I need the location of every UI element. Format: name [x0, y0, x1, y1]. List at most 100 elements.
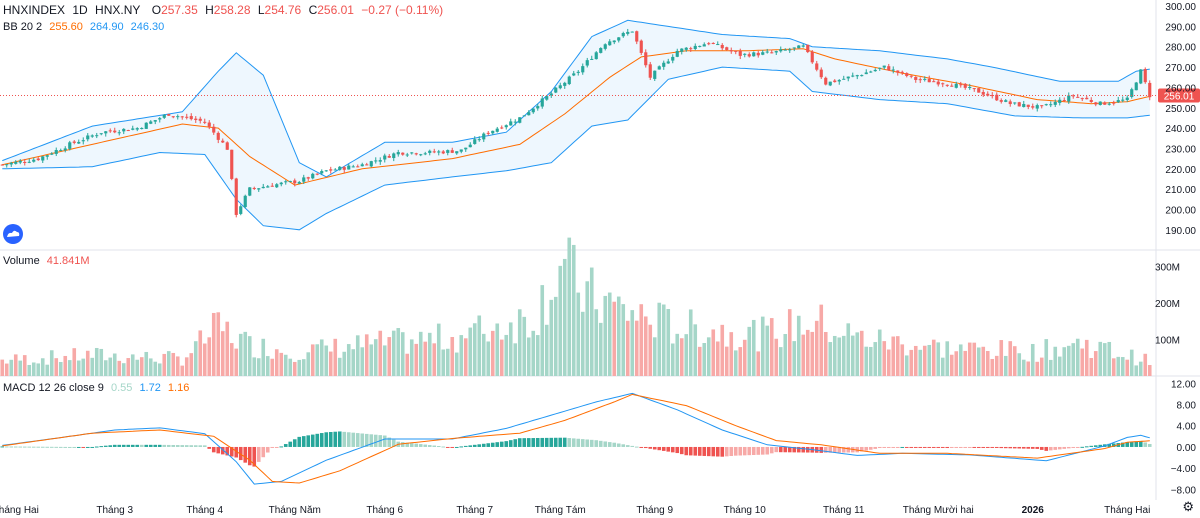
candle-body: [59, 150, 63, 152]
volume-bar: [198, 330, 203, 376]
macd-hist-bar: [243, 446, 248, 463]
candle-body: [648, 64, 652, 78]
candle-body: [563, 82, 567, 86]
macd-hist-bar: [558, 437, 563, 447]
volume-bar: [477, 315, 482, 376]
candle-body: [86, 135, 90, 140]
macd-hist-bar: [661, 446, 666, 451]
candle-body: [887, 66, 891, 71]
candle-body: [860, 75, 864, 77]
volume-bar: [252, 357, 257, 376]
candle-body: [792, 47, 796, 49]
volume-bar: [954, 351, 959, 376]
macd-hist-bar: [288, 441, 293, 447]
volume-bar: [828, 342, 833, 376]
macd-tick-label: 0.00: [1177, 443, 1197, 454]
candle-body: [927, 78, 931, 83]
macd-hist-bar: [544, 437, 549, 447]
macd-hist-bar: [306, 435, 311, 447]
macd-hist-bar: [999, 446, 1004, 449]
candle-body: [455, 151, 459, 154]
candle-body: [410, 152, 414, 154]
candle-body: [279, 182, 283, 185]
macd-hist-bar: [508, 440, 513, 447]
symbol-name[interactable]: HNXINDEX: [3, 3, 66, 17]
macd-hist-bar: [675, 446, 680, 454]
candle-body: [612, 40, 616, 43]
price-tick-label: 200.00: [1165, 205, 1196, 216]
candle-body: [972, 88, 976, 90]
volume-bar: [40, 358, 45, 376]
macd-tick-label: −8.00: [1171, 485, 1197, 496]
macd-legend[interactable]: MACD 12 26 close 9 0.55 1.72 1.16: [3, 382, 193, 394]
candle-body: [468, 144, 472, 148]
candle-body: [243, 195, 247, 208]
volume-bar: [1102, 343, 1107, 376]
macd-hist-bar: [144, 444, 149, 447]
volume-bar: [693, 324, 698, 376]
price-tick-label: 220.00: [1165, 165, 1196, 176]
candle-body: [842, 78, 846, 80]
macd-hist-bar: [985, 446, 990, 448]
candle-body: [221, 140, 225, 143]
time-tick-label: Tháng Hai: [1104, 505, 1150, 516]
macd-hist-bar: [225, 446, 230, 456]
candle-body: [131, 128, 135, 130]
volume-bar: [1138, 361, 1143, 376]
macd-hist-bar: [513, 439, 518, 447]
candle-body: [1107, 103, 1111, 105]
volume-bar: [940, 357, 945, 376]
macd-hist-bar: [783, 446, 788, 453]
volume-bar: [436, 323, 441, 376]
volume-bar: [981, 346, 986, 376]
volume-bar: [279, 352, 284, 376]
macd-hist-bar: [1075, 446, 1080, 448]
volume-bar: [85, 350, 90, 376]
volume-legend[interactable]: Volume 41.841M: [3, 255, 94, 267]
candle-body: [689, 48, 693, 50]
volume-bar: [832, 335, 837, 376]
candle-body: [585, 60, 589, 66]
time-tick-label: Tháng 6: [366, 505, 403, 516]
volume-bar: [1075, 338, 1080, 376]
candle-body: [657, 66, 661, 70]
candle-body: [545, 96, 549, 100]
volume-bar: [769, 318, 774, 376]
macd-hist-bar: [27, 446, 32, 448]
bb-legend[interactable]: BB 20 2 255.60 264.90 246.30: [3, 21, 168, 33]
macd-hist-bar: [715, 446, 720, 457]
volume-name: Volume: [3, 255, 40, 267]
macd-hist-bar: [598, 440, 603, 447]
candle-body: [338, 166, 342, 170]
candle-body: [275, 184, 279, 188]
volume-bar: [67, 360, 72, 376]
volume-bar: [229, 343, 234, 376]
candle-body: [369, 161, 373, 167]
volume-bar: [733, 350, 738, 376]
volume-bar: [945, 341, 950, 376]
bb-lower-line: [2, 66, 1150, 231]
volume-bar: [292, 361, 297, 376]
macd-hist-bar: [229, 446, 234, 457]
candle-body: [734, 50, 738, 52]
macd-hist-bar: [940, 446, 945, 448]
volume-bar: [387, 337, 392, 376]
volume-bar: [544, 324, 549, 376]
volume-bar: [787, 309, 792, 376]
settings-gear-icon[interactable]: ⚙: [1182, 499, 1194, 514]
macd-hist-bar: [22, 446, 27, 448]
tradingview-logo-icon[interactable]: [3, 224, 23, 244]
interval[interactable]: 1D: [72, 3, 88, 17]
volume-bar: [589, 267, 594, 376]
candle-body: [252, 187, 256, 189]
volume-bar: [351, 349, 356, 376]
macd-hist-bar: [342, 431, 347, 447]
macd-hist-bar: [535, 437, 540, 447]
candle-body: [999, 100, 1003, 102]
candle-body: [995, 94, 999, 101]
candle-body: [1134, 82, 1138, 91]
candle-body: [162, 114, 166, 118]
candle-body: [608, 41, 612, 46]
macd-hist-bar: [958, 446, 963, 448]
